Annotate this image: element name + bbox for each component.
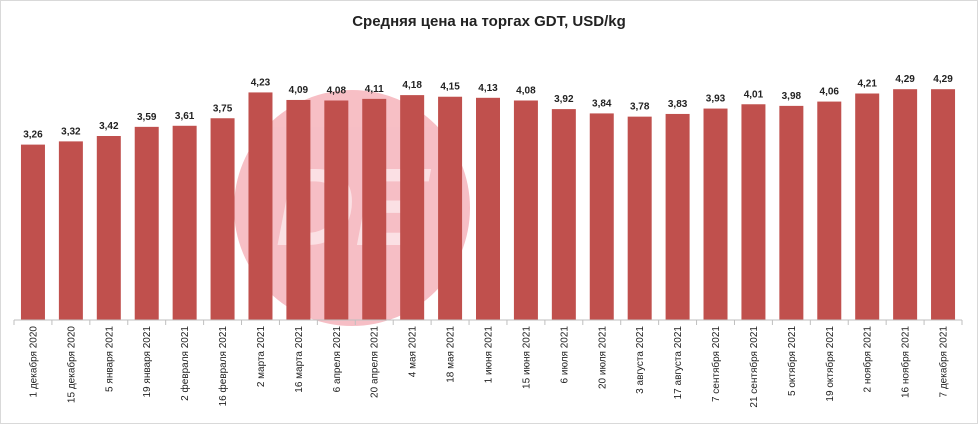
bar: [20, 144, 45, 320]
x-tick-label: 5 октября 2021: [786, 326, 798, 396]
bar: [817, 101, 842, 321]
x-tick-label: 7 сентября 2021: [710, 326, 722, 402]
value-label: 3,42: [99, 121, 119, 132]
bar: [400, 95, 425, 320]
x-tick-label: 21 сентября 2021: [748, 326, 760, 408]
value-label: 4,15: [440, 82, 460, 93]
bar: [96, 136, 121, 320]
x-tick-label: 16 ноября 2021: [900, 326, 912, 398]
bar: [741, 104, 766, 321]
x-tick-label: 1 декабря 2020: [27, 326, 39, 398]
x-tick-label: 20 апреля 2021: [370, 326, 381, 398]
value-label: 4,21: [857, 79, 877, 90]
x-tick-label: 4 мая 2021: [408, 326, 419, 378]
value-label: 3,98: [782, 91, 802, 102]
x-tick-label: 15 декабря 2020: [65, 326, 77, 404]
value-label: 3,32: [61, 126, 81, 137]
bar: [58, 141, 83, 320]
x-tick-label: 3 августа 2021: [635, 326, 646, 394]
value-label: 4,18: [402, 80, 422, 91]
value-label: 4,11: [365, 84, 384, 95]
x-tick-label: 20 июля 2021: [597, 326, 608, 389]
value-label: 4,13: [478, 83, 498, 94]
x-tick-label: 7 декабря 2021: [938, 326, 950, 398]
value-label: 4,06: [820, 87, 840, 98]
value-label: 4,29: [933, 74, 953, 85]
x-tick-label: 17 августа 2021: [673, 326, 684, 400]
x-tick-label: 2 марта 2021: [256, 326, 267, 388]
x-tick-label: 18 мая 2021: [446, 326, 457, 383]
bar: [779, 105, 804, 320]
value-label: 3,83: [668, 99, 688, 110]
value-label: 4,09: [289, 85, 309, 96]
x-tick-label: 2 ноября 2021: [862, 326, 874, 393]
value-label: 4,23: [251, 77, 271, 88]
bar: [134, 126, 159, 320]
bar: [855, 93, 880, 320]
bar: [931, 89, 956, 320]
chart-title: Средняя цена на торгах GDT, USD/kg: [352, 13, 626, 30]
bar: [893, 89, 918, 320]
bar: [362, 98, 387, 320]
x-tick-label: 15 июня 2021: [521, 326, 532, 389]
x-tick-label: 16 марта 2021: [294, 326, 305, 393]
bar: [438, 96, 463, 320]
x-tick-label: 6 апреля 2021: [332, 326, 343, 393]
x-tick-label: 2 февраля 2021: [179, 326, 191, 401]
bar: [324, 100, 349, 320]
x-tick-label: 5 января 2021: [104, 326, 115, 392]
value-label: 4,08: [327, 85, 347, 96]
bar: [286, 99, 311, 320]
value-label: 3,93: [706, 94, 726, 105]
x-tick-label: 6 июля 2021: [559, 326, 570, 384]
bar: [513, 100, 538, 320]
bar: [665, 113, 690, 320]
x-tick-label: 19 января 2021: [142, 326, 153, 398]
value-label: 4,29: [895, 74, 915, 85]
x-tick-label: 16 февраля 2021: [217, 326, 229, 407]
value-label: 3,59: [137, 112, 157, 123]
bar: [589, 113, 614, 321]
value-label: 4,01: [744, 89, 764, 100]
x-tick-label: 1 июня 2021: [484, 326, 495, 384]
bar: [551, 109, 576, 320]
x-tick-label: 19 октября 2021: [824, 326, 836, 402]
bar: [703, 108, 728, 320]
bar: [476, 97, 500, 320]
bar: [210, 118, 235, 320]
value-label: 3,92: [554, 94, 574, 105]
bar: [627, 116, 652, 320]
value-label: 3,78: [630, 102, 650, 113]
value-label: 4,08: [516, 85, 536, 96]
bar: [172, 125, 197, 320]
value-label: 3,84: [592, 98, 612, 109]
value-label: 3,75: [213, 103, 233, 114]
bar: [248, 92, 273, 321]
value-label: 3,26: [23, 130, 43, 141]
value-label: 3,61: [175, 111, 195, 122]
